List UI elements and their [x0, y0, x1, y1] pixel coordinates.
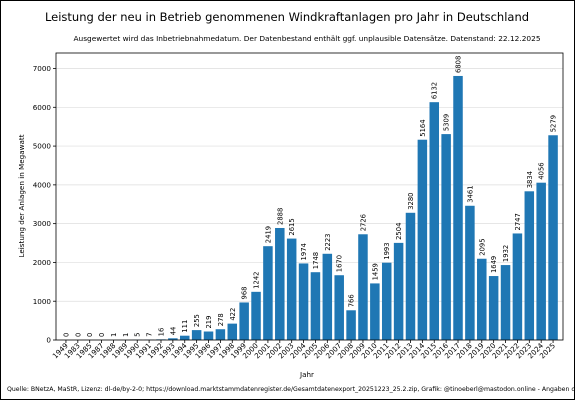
bar-value-label: 1649 — [490, 256, 498, 273]
chart-subtitle: Ausgewertet wird das Inbetriebnahmedatum… — [73, 34, 540, 43]
bar-value-label: 6132 — [431, 82, 439, 99]
bar — [429, 102, 440, 340]
y-tick-label: 3000 — [33, 219, 52, 228]
bar-value-label: 7 — [146, 332, 154, 336]
bar — [263, 246, 273, 340]
bar-value-label: 1748 — [312, 252, 320, 269]
bar-value-label: 1993 — [383, 242, 391, 259]
bar-value-label: 255 — [193, 314, 201, 327]
bar — [453, 75, 463, 341]
bar — [239, 302, 249, 340]
bar — [203, 331, 214, 340]
bar-value-label: 2747 — [514, 213, 522, 230]
y-tick-label: 7000 — [33, 64, 52, 73]
bar-series — [108, 75, 558, 341]
bar — [275, 227, 285, 340]
x-axis-label: Jahr — [299, 370, 314, 379]
source-note: Quelle: BNetzA, MaStR, Lizenz: dl-de/by-… — [7, 385, 575, 393]
bar — [346, 310, 356, 340]
bar-value-label: 278 — [217, 313, 225, 326]
y-axis-ticks: 0 1000 2000 3000 4000 5000 6000 7000 — [33, 64, 56, 345]
y-tick-label: 2000 — [33, 258, 52, 267]
bar-value-label: 0 — [62, 333, 70, 337]
bar-value-label: 1242 — [253, 272, 261, 289]
bar-value-label: 422 — [229, 308, 237, 321]
chart-title: Leistung der neu in Betrieb genommenen W… — [45, 10, 529, 24]
bar — [405, 212, 416, 340]
bar-value-label: 1670 — [336, 255, 344, 272]
bar-value-label: 2888 — [276, 208, 284, 225]
bar-value-label: 0 — [86, 333, 94, 337]
bar-value-label: 1974 — [300, 243, 308, 260]
bar-value-label: 1 — [122, 333, 130, 337]
bar-value-label: 2223 — [324, 233, 332, 250]
bar — [358, 234, 368, 340]
bar-value-label: 0 — [74, 333, 82, 337]
bar — [477, 258, 487, 340]
bar — [322, 253, 333, 340]
bar-value-label: 2419 — [264, 226, 272, 243]
bar — [179, 335, 190, 340]
bar-value-label: 5 — [134, 332, 142, 336]
y-tick-label: 1000 — [33, 297, 52, 306]
bar-value-label: 6808 — [455, 56, 463, 73]
data-labels: 0 0 0 0 1 1 5 7 16 44 111 255 219 278 4229681242241928… — [62, 56, 557, 337]
bar — [381, 262, 392, 340]
bar — [393, 242, 404, 340]
y-tick-label: 6000 — [33, 103, 52, 112]
x-axis-ticks: 1949198319851987198819891990199119921993… — [51, 340, 557, 360]
bar-value-label: 2095 — [478, 238, 486, 255]
bar — [488, 276, 499, 340]
bar — [168, 338, 178, 340]
plot-area — [55, 52, 564, 341]
bar-value-label: 0 — [98, 333, 106, 337]
y-tick-label: 5000 — [33, 142, 52, 151]
bar-value-label: 1459 — [371, 263, 379, 280]
bar — [286, 238, 297, 340]
bar-value-label: 16 — [157, 328, 165, 337]
bar-value-label: 2615 — [288, 218, 296, 235]
bar-value-label: 111 — [181, 320, 189, 333]
bar — [215, 329, 226, 340]
bar-value-label: 3280 — [407, 192, 415, 209]
bar — [251, 291, 261, 340]
bar-value-label: 968 — [241, 286, 249, 299]
bar — [465, 205, 475, 340]
y-axis-label: Leistung der Anlagen in Megawatt — [17, 134, 26, 257]
bar-value-label: 3834 — [526, 171, 534, 188]
y-tick-label: 0 — [46, 336, 51, 345]
bar-value-label: 4056 — [538, 162, 546, 179]
bar-value-label: 5309 — [443, 114, 451, 131]
bar-value-label: 3461 — [466, 185, 474, 202]
bar — [417, 139, 428, 340]
bar — [334, 275, 344, 340]
bar — [298, 263, 309, 340]
y-tick-label: 4000 — [33, 180, 52, 189]
bar — [227, 323, 238, 340]
bar-value-label: 766 — [348, 294, 356, 307]
bar-value-label: 2726 — [359, 214, 367, 231]
bar — [441, 134, 451, 340]
bar-value-label: 5164 — [419, 119, 427, 136]
bar — [500, 265, 511, 340]
bar — [370, 283, 380, 340]
bar-value-label: 5279 — [550, 115, 558, 132]
bar — [536, 182, 546, 340]
bar-value-label: 1 — [110, 333, 118, 337]
bar-value-label: 2504 — [395, 223, 403, 240]
bar — [548, 135, 558, 340]
bar-value-label: 219 — [205, 316, 213, 329]
bar — [524, 191, 535, 340]
bar-value-label: 1932 — [502, 245, 510, 262]
bar-value-label: 44 — [169, 327, 177, 336]
bar — [310, 272, 321, 340]
bar — [512, 233, 523, 340]
bar — [191, 330, 202, 340]
